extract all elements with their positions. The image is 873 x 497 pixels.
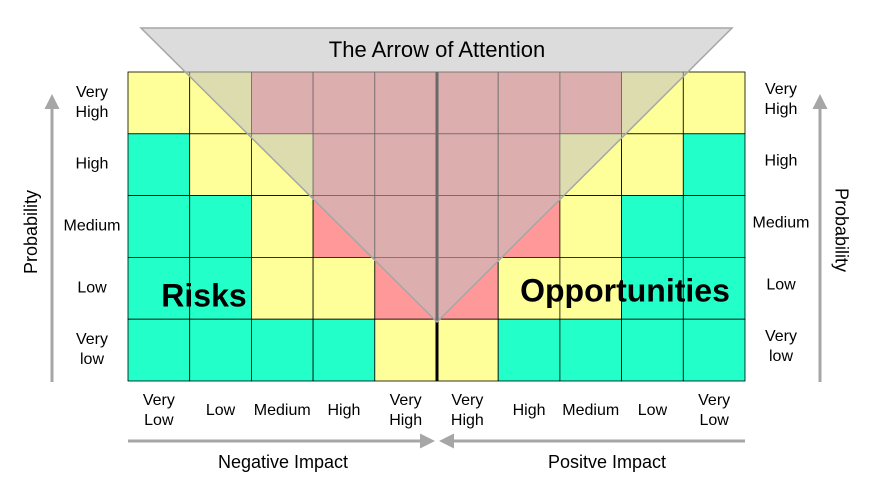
label-line: Medium [562, 402, 619, 419]
positive-level-label: Very Low [698, 392, 730, 429]
matrix-cell [127, 256, 191, 320]
label-line: Low [699, 412, 729, 429]
negative-level-label: Very Low [143, 392, 175, 429]
negative-level-label: Medium [254, 402, 311, 419]
matrix-cell [621, 195, 684, 258]
positive-level-label: High [513, 402, 546, 419]
label-line: Low [638, 402, 668, 419]
negative-impact-title: Negative Impact [218, 452, 348, 472]
label-line: High [327, 402, 360, 419]
matrix-cell [682, 71, 746, 135]
matrix-cell [127, 195, 191, 258]
matrix-cell [189, 318, 252, 382]
matrix-cell [127, 318, 191, 382]
label-line: Very [76, 84, 108, 101]
matrix-cell [312, 256, 376, 320]
matrix-cell [250, 256, 314, 320]
matrix-cell [497, 256, 561, 320]
label-line: Medium [753, 215, 810, 232]
label-line: Very [76, 331, 108, 348]
label-line: Very [451, 392, 483, 409]
matrix-cell [621, 318, 684, 382]
label-line: High [451, 412, 484, 429]
label-line: High [765, 153, 798, 170]
positive-level-label: Very High [451, 392, 484, 429]
label-line: High [76, 104, 109, 121]
label-line: High [513, 402, 546, 419]
label-line: High [389, 412, 422, 429]
left-level-label: Very low [76, 331, 108, 368]
left-level-label: Low [77, 280, 107, 297]
label-line: Very [143, 392, 175, 409]
matrix-cell [127, 133, 191, 197]
right-level-label: Medium [753, 215, 810, 232]
label-line: low [769, 348, 793, 365]
matrix-cell [312, 318, 376, 382]
label-line: Low [766, 277, 796, 294]
matrix-cell [250, 318, 314, 382]
right-level-label: Low [766, 277, 796, 294]
left-level-label: High [76, 156, 109, 173]
matrix-cell [189, 133, 252, 197]
matrix-cell [374, 318, 437, 382]
attention-arrow [139, 27, 734, 324]
right-axis-title: Probability [831, 188, 851, 272]
matrix-cell [189, 195, 252, 258]
label-line: Medium [254, 402, 311, 419]
diagram-title: The Arrow of Attention [329, 37, 545, 62]
matrix-cell [127, 71, 191, 135]
left-level-label: Medium [64, 218, 121, 235]
label-line: Low [144, 412, 174, 429]
matrix-cell [497, 318, 561, 382]
matrix-cell [436, 318, 499, 382]
label-line: low [80, 351, 104, 368]
positive-level-label: Low [638, 402, 668, 419]
negative-level-label: Very High [389, 392, 422, 429]
matrix-cell [682, 318, 746, 382]
right-level-label: High [765, 153, 798, 170]
label-line: Very [698, 392, 730, 409]
risks-label: Risks [161, 277, 246, 313]
matrix-cell [559, 256, 623, 320]
label-line: Very [765, 328, 797, 345]
negative-level-label: Low [206, 402, 236, 419]
matrix-cell [250, 195, 314, 258]
matrix-cell [682, 133, 746, 197]
label-line: Very [390, 392, 422, 409]
matrix-cell [682, 256, 746, 320]
label-line: Low [206, 402, 236, 419]
label-line: High [76, 156, 109, 173]
label-line: Low [77, 280, 107, 297]
label-line: Medium [64, 218, 121, 235]
left-level-label: Very High [76, 84, 109, 121]
right-level-label: Very High [765, 81, 798, 118]
positive-impact-title: Positve Impact [548, 452, 666, 472]
right-level-label: Very low [765, 328, 797, 365]
label-line: Very [765, 81, 797, 98]
negative-level-label: High [327, 402, 360, 419]
matrix-cell [559, 195, 623, 258]
matrix-cell [682, 195, 746, 258]
matrix-cell [621, 256, 684, 320]
label-line: High [765, 101, 798, 118]
matrix-cell [621, 133, 684, 197]
matrix-cell [559, 318, 623, 382]
left-axis-title: Probability [21, 190, 41, 274]
opportunities-label: Opportunities [520, 272, 730, 308]
positive-level-label: Medium [562, 402, 619, 419]
